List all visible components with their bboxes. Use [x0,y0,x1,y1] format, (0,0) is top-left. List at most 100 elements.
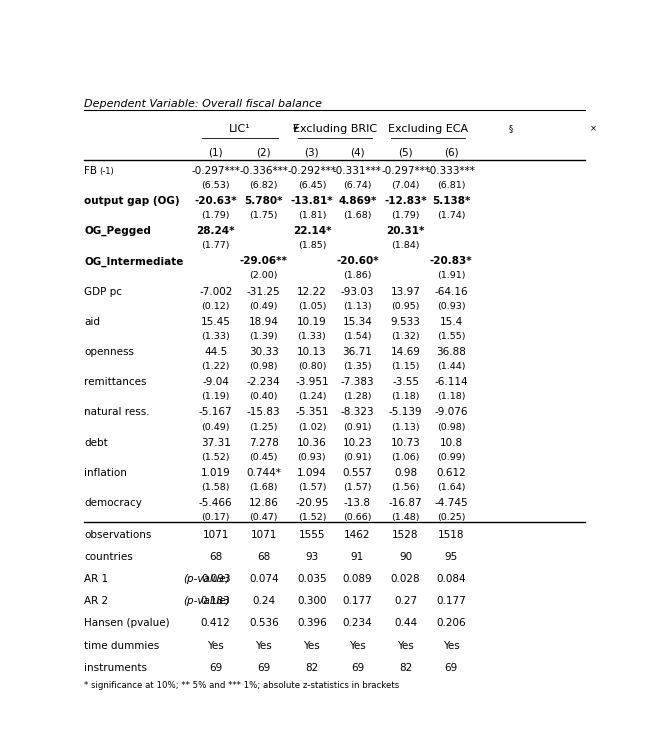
Text: 0.98: 0.98 [394,468,417,478]
Text: 1.094: 1.094 [297,468,326,478]
Text: (1.84): (1.84) [391,241,420,250]
Text: (0.47): (0.47) [249,513,278,522]
Text: 0.206: 0.206 [436,618,466,628]
Text: (4): (4) [350,147,365,158]
Text: 12.22: 12.22 [297,286,327,297]
Text: (0.93): (0.93) [298,453,326,462]
Text: 0.300: 0.300 [297,596,326,606]
Text: (1.52): (1.52) [202,453,230,462]
Text: AR 1: AR 1 [84,575,112,584]
Text: (1.86): (1.86) [343,271,372,280]
Text: (1.54): (1.54) [343,332,372,341]
Text: openness: openness [84,347,134,357]
Text: (1.75): (1.75) [249,211,278,220]
Text: 82: 82 [399,663,412,673]
Text: (1.79): (1.79) [202,211,230,220]
Text: 0.536: 0.536 [249,618,279,628]
Text: -16.87: -16.87 [389,498,422,508]
Text: (2.00): (2.00) [249,271,278,280]
Text: (0.91): (0.91) [343,423,372,432]
Text: 1528: 1528 [392,530,419,540]
Text: Yes: Yes [255,640,272,651]
Text: (6.74): (6.74) [343,180,372,190]
Text: (1.13): (1.13) [343,302,372,310]
Text: (0.49): (0.49) [249,302,278,310]
Text: 37.31: 37.31 [200,438,231,448]
Text: -20.83*: -20.83* [430,256,472,267]
Text: (1.35): (1.35) [343,362,372,371]
Text: (0.98): (0.98) [249,362,278,371]
Text: (1.33): (1.33) [201,332,230,341]
Text: OG_Intermediate: OG_Intermediate [84,256,183,267]
Text: 5.780*: 5.780* [245,196,283,206]
Text: Yes: Yes [349,640,366,651]
Text: -3.55: -3.55 [392,378,419,387]
Text: (0.12): (0.12) [202,302,230,310]
Text: (6.81): (6.81) [437,180,466,190]
Text: 0.035: 0.035 [297,575,326,584]
Text: (p-value): (p-value) [183,596,230,606]
Text: remittances: remittances [84,378,147,387]
Text: 0.089: 0.089 [343,575,372,584]
Text: (6.45): (6.45) [298,180,326,190]
Text: (1.28): (1.28) [343,393,372,402]
Text: Dependent Variable: Overall fiscal balance: Dependent Variable: Overall fiscal balan… [84,100,322,109]
Text: 1071: 1071 [251,530,277,540]
Text: 0.074: 0.074 [249,575,279,584]
Text: 0.44: 0.44 [394,618,417,628]
Text: -0.297***: -0.297*** [191,165,240,176]
Text: (1.79): (1.79) [391,211,420,220]
Text: 20.31*: 20.31* [387,226,424,236]
Text: 15.34: 15.34 [342,317,372,327]
Text: -20.63*: -20.63* [195,196,237,206]
Text: (1.57): (1.57) [343,483,372,492]
Text: -0.297***: -0.297*** [381,165,430,176]
Text: (1.44): (1.44) [437,362,466,371]
Text: Excluding ECA: Excluding ECA [389,125,468,134]
Text: 10.19: 10.19 [297,317,326,327]
Text: (1.68): (1.68) [249,483,278,492]
Text: (-1): (-1) [99,167,114,176]
Text: (1.57): (1.57) [298,483,326,492]
Text: (1): (1) [208,147,223,158]
Text: -5.351: -5.351 [295,408,328,418]
Text: -0.336***: -0.336*** [240,165,288,176]
Text: (3): (3) [304,147,319,158]
Text: Yes: Yes [208,640,224,651]
Text: (0.17): (0.17) [202,513,230,522]
Text: (1.58): (1.58) [202,483,230,492]
Text: 1555: 1555 [298,530,325,540]
Text: 1462: 1462 [344,530,371,540]
Text: §: § [509,125,513,134]
Text: Yes: Yes [443,640,460,651]
Text: 0.744*: 0.744* [246,468,281,478]
Text: 12.86: 12.86 [249,498,279,508]
Text: 28.24*: 28.24* [197,226,235,236]
Text: (1.52): (1.52) [298,513,326,522]
Text: -5.167: -5.167 [199,408,232,418]
Text: (6.53): (6.53) [201,180,230,190]
Text: 5.138*: 5.138* [432,196,470,206]
Text: (0.66): (0.66) [343,513,372,522]
Text: 0.183: 0.183 [201,596,231,606]
Text: 69: 69 [257,663,270,673]
Text: -2.234: -2.234 [247,378,281,387]
Text: -9.04: -9.04 [202,378,229,387]
Text: (5): (5) [398,147,413,158]
Text: 22.14*: 22.14* [293,226,331,236]
Text: 9.533: 9.533 [390,317,421,327]
Text: Excluding BRIC: Excluding BRIC [293,125,377,134]
Text: 68: 68 [209,552,223,562]
Text: 0.177: 0.177 [436,596,466,606]
Text: -0.333***: -0.333*** [426,165,475,176]
Text: 0.557: 0.557 [343,468,372,478]
Text: (1.05): (1.05) [298,302,326,310]
Text: (0.25): (0.25) [437,513,466,522]
Text: countries: countries [84,552,133,562]
Text: 18.94: 18.94 [249,317,279,327]
Text: 15.45: 15.45 [200,317,231,327]
Text: (0.95): (0.95) [391,302,420,310]
Text: -5.139: -5.139 [389,408,422,418]
Text: OG_Pegged: OG_Pegged [84,226,151,236]
Text: (0.80): (0.80) [298,362,326,371]
